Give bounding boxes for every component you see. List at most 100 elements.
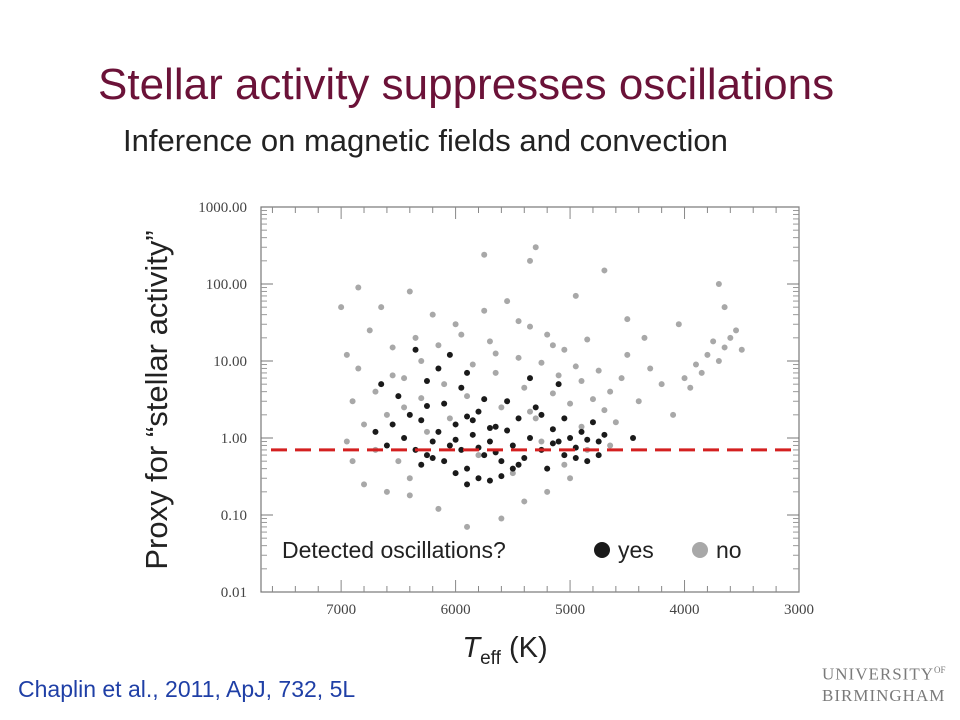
data-point-yes xyxy=(567,435,574,441)
data-point-yes xyxy=(584,458,591,465)
data-point-no xyxy=(715,281,722,287)
data-point-no xyxy=(486,338,493,345)
x-tick-label: 3000 xyxy=(784,602,814,618)
data-point-yes xyxy=(469,431,476,438)
data-point-no xyxy=(481,307,488,314)
data-point-no xyxy=(355,365,362,372)
data-point-yes xyxy=(464,465,471,472)
data-point-yes xyxy=(378,381,385,388)
logo-line-1: UNIVERSITY xyxy=(822,664,934,684)
data-point-no xyxy=(721,304,728,311)
data-point-yes xyxy=(492,423,499,430)
data-point-no xyxy=(389,344,396,351)
data-point-yes xyxy=(395,393,402,400)
data-point-yes xyxy=(532,404,539,411)
data-point-yes xyxy=(435,365,442,372)
data-point-no xyxy=(572,363,579,370)
data-point-yes xyxy=(486,477,493,484)
data-point-no xyxy=(343,438,350,445)
data-point-yes xyxy=(561,452,568,459)
data-point-yes xyxy=(475,408,482,415)
data-point-no xyxy=(549,342,556,349)
data-point-no xyxy=(607,388,614,395)
data-point-no xyxy=(584,336,591,343)
data-point-no xyxy=(538,438,545,445)
data-point-yes xyxy=(423,403,430,410)
data-point-no xyxy=(698,369,705,376)
data-point-yes xyxy=(572,454,579,461)
data-point-no xyxy=(538,359,545,366)
citation: Chaplin et al., 2011, ApJ, 732, 5L xyxy=(18,676,356,702)
data-point-no xyxy=(343,351,350,358)
data-point-no xyxy=(733,327,740,334)
data-point-no xyxy=(727,334,734,341)
data-point-no xyxy=(658,381,665,388)
data-point-yes xyxy=(549,440,556,447)
data-point-no xyxy=(601,407,608,414)
data-point-no xyxy=(607,442,614,449)
data-point-no xyxy=(561,461,568,468)
data-point-no xyxy=(406,475,413,482)
legend-no-marker xyxy=(692,542,708,558)
data-point-no xyxy=(670,411,677,418)
data-point-no xyxy=(401,375,408,382)
y-tick-label: 10.00 xyxy=(213,354,247,370)
data-point-no xyxy=(527,257,533,264)
data-point-no xyxy=(521,384,528,391)
data-point-no xyxy=(692,361,699,368)
y-tick-label: 1000.00 xyxy=(198,200,247,216)
data-point-yes xyxy=(469,417,476,424)
data-point-no xyxy=(366,327,373,334)
data-point-yes xyxy=(406,411,413,418)
plot-frame xyxy=(260,206,800,593)
data-point-no xyxy=(549,390,556,397)
data-point-no xyxy=(429,311,436,318)
data-point-no xyxy=(469,361,476,368)
data-point-no xyxy=(710,338,717,345)
y-tick-label: 0.10 xyxy=(221,508,247,524)
data-point-no xyxy=(544,331,551,338)
data-point-no xyxy=(452,321,459,328)
data-point-yes xyxy=(555,438,562,445)
data-point-no xyxy=(418,358,425,364)
data-point-yes xyxy=(418,417,425,424)
data-point-yes xyxy=(578,428,585,435)
data-point-no xyxy=(595,367,602,374)
data-point-no xyxy=(423,428,430,435)
x-axis-label-sub: eff xyxy=(480,648,502,669)
x-tick-label: 4000 xyxy=(670,602,700,618)
legend-no-label: no xyxy=(716,537,742,563)
data-point-yes xyxy=(423,452,430,459)
data-point-yes xyxy=(549,426,556,433)
logo-line-2: BIRMINGHAM xyxy=(822,685,946,705)
data-point-yes xyxy=(452,421,459,428)
university-logo: UNIVERSITYOF BIRMINGHAM xyxy=(822,660,946,706)
data-point-no xyxy=(561,346,568,353)
data-point-yes xyxy=(555,381,562,388)
data-point-no xyxy=(572,292,579,299)
y-tick-label: 0.01 xyxy=(221,585,247,601)
data-point-yes xyxy=(441,400,448,407)
data-point-yes xyxy=(527,435,533,441)
data-point-yes xyxy=(429,438,436,445)
data-point-no xyxy=(681,375,688,382)
data-point-no xyxy=(361,421,368,428)
data-point-no xyxy=(361,481,368,488)
data-point-yes xyxy=(509,442,516,449)
data-point-no xyxy=(532,415,539,422)
data-point-yes xyxy=(561,415,568,422)
data-point-yes xyxy=(509,465,516,472)
data-point-yes xyxy=(527,375,533,382)
data-point-no xyxy=(578,377,585,384)
data-point-no xyxy=(383,488,390,495)
legend: Detected oscillations? yes no xyxy=(282,537,742,563)
data-point-yes xyxy=(372,428,379,435)
data-point-no xyxy=(601,267,608,274)
data-point-no xyxy=(355,284,362,291)
data-point-yes xyxy=(446,351,453,358)
data-point-no xyxy=(395,458,402,465)
data-point-no xyxy=(464,393,471,400)
data-point-no xyxy=(338,304,345,311)
data-point-no xyxy=(389,372,396,379)
